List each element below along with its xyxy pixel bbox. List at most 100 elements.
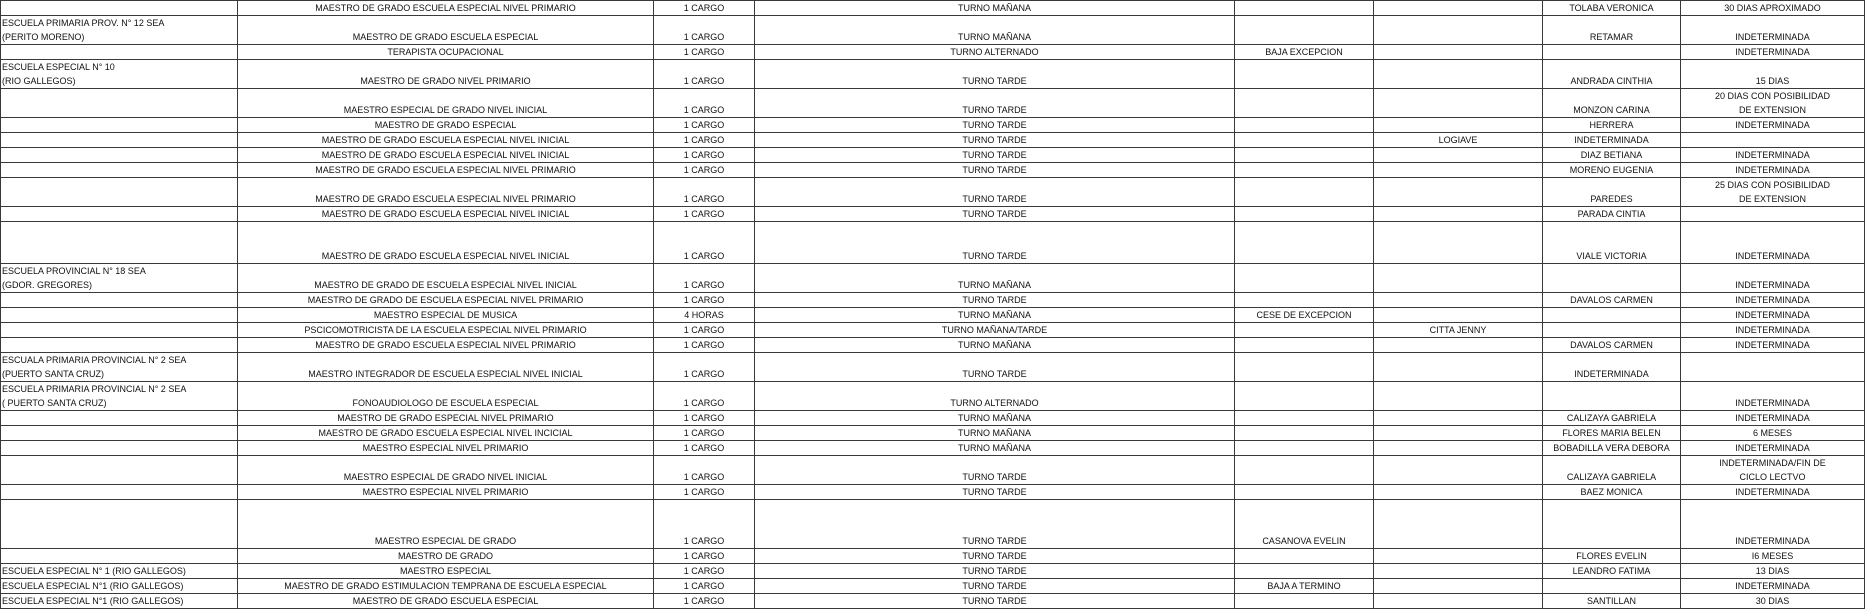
school-cell[interactable]: [0, 147, 238, 163]
shift-cell[interactable]: TURNO TARDE: [754, 132, 1235, 148]
shift-cell[interactable]: TURNO TARDE: [754, 292, 1235, 308]
school-cell[interactable]: [0, 221, 238, 264]
school-cell[interactable]: [0, 455, 238, 485]
school-cell[interactable]: [0, 0, 238, 16]
substitute-cell[interactable]: LEANDRO FATIMA: [1542, 563, 1681, 579]
position-cell[interactable]: MAESTRO DE GRADO DE ESCUELA ESPECIAL NIV…: [237, 292, 654, 308]
status-cell[interactable]: [1234, 484, 1374, 500]
duration-cell[interactable]: I6 MESES: [1680, 548, 1865, 564]
shift-cell[interactable]: TURNO TARDE: [754, 563, 1235, 579]
status-cell[interactable]: [1234, 593, 1374, 609]
substitute-cell[interactable]: PARADA CINTIA: [1542, 206, 1681, 222]
school-cell[interactable]: [0, 177, 238, 207]
duration-cell[interactable]: 30 DIAS APROXIMADO: [1680, 0, 1865, 16]
shift-cell[interactable]: TURNO TARDE: [754, 499, 1235, 549]
school-cell[interactable]: [0, 44, 238, 60]
duration-cell[interactable]: INDETERMINADA/FIN DE CICLO LECTVO: [1680, 455, 1865, 485]
quantity-cell[interactable]: 1 CARGO: [653, 221, 755, 264]
shift-cell[interactable]: TURNO ALTERNADO: [754, 381, 1235, 411]
school-cell[interactable]: [0, 206, 238, 222]
status-cell[interactable]: [1234, 548, 1374, 564]
substitute-cell[interactable]: DAVALOS CARMEN: [1542, 337, 1681, 353]
substitute-cell[interactable]: [1542, 44, 1681, 60]
teacher-cell[interactable]: [1373, 162, 1543, 178]
shift-cell[interactable]: TURNO TARDE: [754, 177, 1235, 207]
shift-cell[interactable]: TURNO MAÑANA: [754, 263, 1235, 293]
substitute-cell[interactable]: BAEZ MONICA: [1542, 484, 1681, 500]
status-cell[interactable]: [1234, 440, 1374, 456]
status-cell[interactable]: [1234, 147, 1374, 163]
shift-cell[interactable]: TURNO TARDE: [754, 117, 1235, 133]
position-cell[interactable]: MAESTRO DE GRADO ESCUELA ESPECIAL NIVEL …: [237, 132, 654, 148]
substitute-cell[interactable]: PAREDES: [1542, 177, 1681, 207]
position-cell[interactable]: MAESTRO DE GRADO ESCUELA ESPECIAL NIVEL …: [237, 0, 654, 16]
school-cell[interactable]: [0, 88, 238, 118]
quantity-cell[interactable]: 1 CARGO: [653, 337, 755, 353]
teacher-cell[interactable]: [1373, 499, 1543, 549]
school-cell[interactable]: ESCUELA PROVINCIAL N° 18 SEA (GDOR. GREG…: [0, 263, 238, 293]
quantity-cell[interactable]: 1 CARGO: [653, 263, 755, 293]
quantity-cell[interactable]: 1 CARGO: [653, 322, 755, 338]
quantity-cell[interactable]: 1 CARGO: [653, 0, 755, 16]
shift-cell[interactable]: TURNO MAÑANA/TARDE: [754, 322, 1235, 338]
school-cell[interactable]: [0, 425, 238, 441]
duration-cell[interactable]: 30 DIAS: [1680, 593, 1865, 609]
substitute-cell[interactable]: [1542, 578, 1681, 594]
position-cell[interactable]: MAESTRO DE GRADO ESCUELA ESPECIAL NIVEL …: [237, 206, 654, 222]
status-cell[interactable]: [1234, 59, 1374, 89]
status-cell[interactable]: [1234, 15, 1374, 45]
status-cell[interactable]: [1234, 263, 1374, 293]
shift-cell[interactable]: TURNO MAÑANA: [754, 337, 1235, 353]
position-cell[interactable]: MAESTRO DE GRADO ESCUELA ESPECIAL: [237, 593, 654, 609]
teacher-cell[interactable]: [1373, 307, 1543, 323]
school-cell[interactable]: ESCUALA PRIMARIA PROVINCIAL N° 2 SEA (PU…: [0, 352, 238, 382]
teacher-cell[interactable]: [1373, 484, 1543, 500]
position-cell[interactable]: MAESTRO ESPECIAL DE GRADO NIVEL INICIAL: [237, 88, 654, 118]
status-cell[interactable]: [1234, 0, 1374, 16]
teacher-cell[interactable]: [1373, 563, 1543, 579]
teacher-cell[interactable]: [1373, 381, 1543, 411]
teacher-cell[interactable]: [1373, 593, 1543, 609]
substitute-cell[interactable]: SANTILLAN: [1542, 593, 1681, 609]
position-cell[interactable]: PSCICOMOTRICISTA DE LA ESCUELA ESPECIAL …: [237, 322, 654, 338]
substitute-cell[interactable]: DAVALOS CARMEN: [1542, 292, 1681, 308]
teacher-cell[interactable]: [1373, 425, 1543, 441]
status-cell[interactable]: [1234, 322, 1374, 338]
school-cell[interactable]: [0, 322, 238, 338]
quantity-cell[interactable]: 1 CARGO: [653, 292, 755, 308]
quantity-cell[interactable]: 1 CARGO: [653, 455, 755, 485]
teacher-cell[interactable]: [1373, 221, 1543, 264]
position-cell[interactable]: MAESTRO DE GRADO ESCUELA ESPECIAL NIVEL …: [237, 177, 654, 207]
quantity-cell[interactable]: 1 CARGO: [653, 88, 755, 118]
status-cell[interactable]: [1234, 206, 1374, 222]
quantity-cell[interactable]: 1 CARGO: [653, 499, 755, 549]
duration-cell[interactable]: INDETERMINADA: [1680, 322, 1865, 338]
status-cell[interactable]: [1234, 410, 1374, 426]
position-cell[interactable]: MAESTRO INTEGRADOR DE ESCUELA ESPECIAL N…: [237, 352, 654, 382]
position-cell[interactable]: MAESTRO ESPECIAL DE GRADO: [237, 499, 654, 549]
quantity-cell[interactable]: 1 CARGO: [653, 132, 755, 148]
substitute-cell[interactable]: [1542, 381, 1681, 411]
duration-cell[interactable]: INDETERMINADA: [1680, 381, 1865, 411]
quantity-cell[interactable]: 1 CARGO: [653, 593, 755, 609]
position-cell[interactable]: MAESTRO DE GRADO ESCUELA ESPECIAL NIVEL …: [237, 425, 654, 441]
quantity-cell[interactable]: 1 CARGO: [653, 44, 755, 60]
duration-cell[interactable]: INDETERMINADA: [1680, 117, 1865, 133]
teacher-cell[interactable]: [1373, 292, 1543, 308]
quantity-cell[interactable]: 1 CARGO: [653, 563, 755, 579]
duration-cell[interactable]: INDETERMINADA: [1680, 307, 1865, 323]
shift-cell[interactable]: TURNO TARDE: [754, 548, 1235, 564]
status-cell[interactable]: [1234, 425, 1374, 441]
duration-cell[interactable]: 25 DIAS CON POSIBILIDAD DE EXTENSION: [1680, 177, 1865, 207]
status-cell[interactable]: [1234, 88, 1374, 118]
quantity-cell[interactable]: 1 CARGO: [653, 162, 755, 178]
duration-cell[interactable]: INDETERMINADA: [1680, 44, 1865, 60]
quantity-cell[interactable]: 1 CARGO: [653, 15, 755, 45]
school-cell[interactable]: [0, 484, 238, 500]
duration-cell[interactable]: INDETERMINADA: [1680, 263, 1865, 293]
status-cell[interactable]: BAJA EXCEPCION: [1234, 44, 1374, 60]
school-cell[interactable]: [0, 337, 238, 353]
position-cell[interactable]: MAESTRO DE GRADO ESPECIAL: [237, 117, 654, 133]
status-cell[interactable]: [1234, 117, 1374, 133]
shift-cell[interactable]: TURNO TARDE: [754, 221, 1235, 264]
